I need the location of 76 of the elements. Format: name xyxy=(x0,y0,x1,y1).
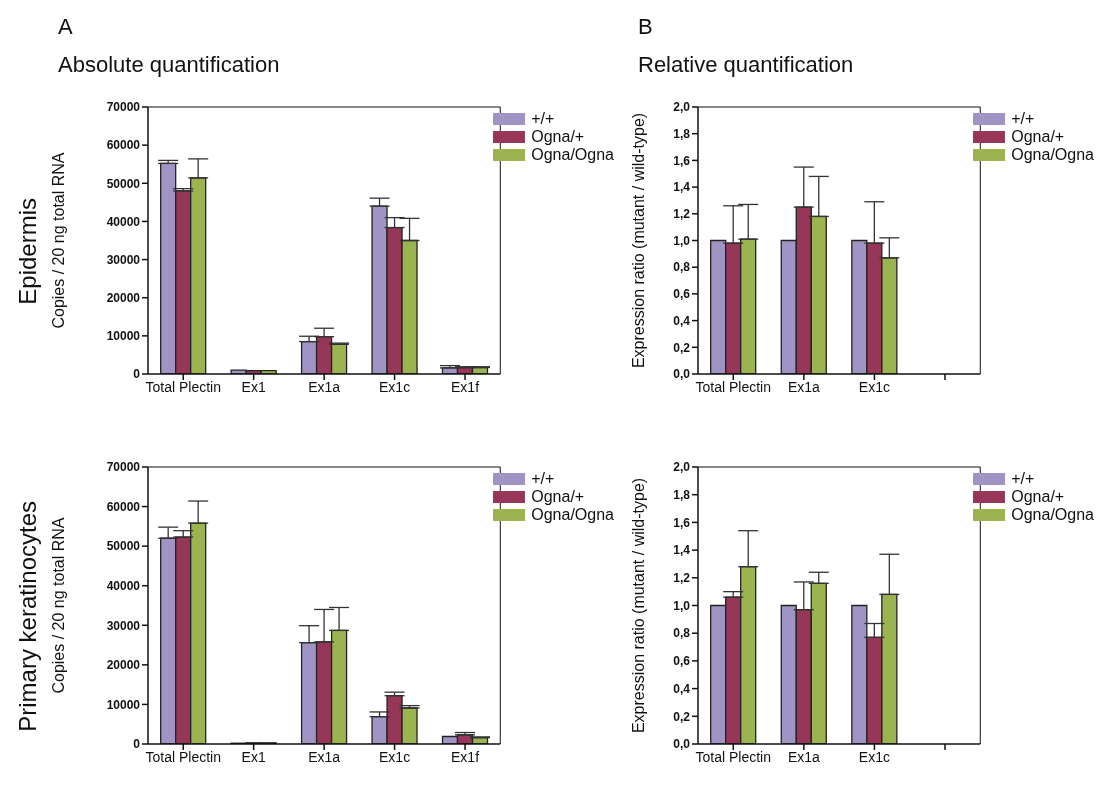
y-tick-label: 1,0 xyxy=(673,598,691,613)
x-tick-label: Ex1 xyxy=(241,378,266,395)
x-tick-label: Ex1f xyxy=(451,748,480,765)
x-tick-label: Ex1c xyxy=(858,378,890,395)
text: Epidermis xyxy=(14,197,42,305)
y-axis-title: Copies / 20 ng total RNA xyxy=(49,152,67,329)
x-tick-label: Ex1c xyxy=(858,748,890,765)
legend-label: +/+ xyxy=(531,470,555,488)
y-tick-label: 0,2 xyxy=(673,340,691,355)
y-tick-label: 2,0 xyxy=(673,100,691,115)
y-tick-label: 0,4 xyxy=(673,681,691,696)
x-tick-label: Ex1a xyxy=(308,748,341,765)
legend-label: Ogna/Ogna xyxy=(531,506,614,524)
y-tick-label: 1,4 xyxy=(673,180,691,195)
chart-subtitle: Relative quantification xyxy=(637,51,855,78)
y-tick-label: 0,4 xyxy=(673,313,691,328)
y-tick-label: 20000 xyxy=(106,658,141,673)
legend-label: +/+ xyxy=(1011,470,1035,488)
y-axis-title: Expression ratio (mutant / wild-type) xyxy=(629,112,647,369)
y-tick-label: 0,2 xyxy=(673,709,691,724)
y-tick-label: 50000 xyxy=(106,176,141,191)
y-tick-label: 1,2 xyxy=(673,207,691,222)
y-tick-label: 60000 xyxy=(106,138,141,153)
y-tick-label: 0 xyxy=(133,737,141,752)
y-tick-label: 0,6 xyxy=(673,654,691,669)
text: Primary keratinocytes xyxy=(14,500,42,732)
legend-label: Ogna/Ogna xyxy=(1011,506,1094,524)
x-tick-label: Ex1c xyxy=(379,378,411,395)
y-axis-title: Copies / 20 ng total RNA xyxy=(49,517,67,694)
y-tick-label: 1,6 xyxy=(673,153,691,168)
x-tick-label: Total Plectin xyxy=(145,748,221,765)
y-tick-label: 0,6 xyxy=(673,287,691,302)
y-tick-label: 70000 xyxy=(106,460,141,475)
x-tick-label: Total Plectin xyxy=(695,748,772,765)
y-tick-label: 70000 xyxy=(106,100,141,115)
x-tick-label: Total Plectin xyxy=(145,378,221,395)
x-tick-label: Ex1a xyxy=(308,378,341,395)
y-tick-label: 0 xyxy=(133,367,141,382)
x-tick-label: Ex1f xyxy=(451,378,480,395)
y-tick-label: 10000 xyxy=(106,329,141,344)
chart-title: A xyxy=(57,13,74,40)
y-tick-label: 1,8 xyxy=(673,487,691,502)
y-tick-label: 10000 xyxy=(106,697,141,712)
x-tick-label: Ex1c xyxy=(379,748,411,765)
x-tick-label: Ex1a xyxy=(787,748,821,765)
legend-label: Ogna/Ogna xyxy=(1011,146,1094,164)
legend-label: +/+ xyxy=(531,110,555,128)
y-tick-label: 0,8 xyxy=(673,260,691,275)
y-tick-label: 1,0 xyxy=(673,233,691,248)
y-tick-label: 1,2 xyxy=(673,571,691,586)
legend-label: Ogna/Ogna xyxy=(531,146,614,164)
y-tick-label: 40000 xyxy=(106,578,141,593)
y-tick-label: 20000 xyxy=(106,290,141,305)
legend-label: Ogna/+ xyxy=(531,128,585,146)
chart-title: B xyxy=(637,13,654,40)
x-tick-label: Total Plectin xyxy=(695,378,772,395)
y-tick-label: 0,0 xyxy=(673,367,691,382)
y-tick-label: 1,4 xyxy=(673,543,691,558)
y-tick-label: 0,8 xyxy=(673,626,691,641)
y-tick-label: 1,8 xyxy=(673,126,691,141)
y-tick-label: 40000 xyxy=(106,214,141,229)
x-tick-label: Ex1 xyxy=(241,748,266,765)
y-axis-title: Expression ratio (mutant / wild-type) xyxy=(629,477,647,734)
legend-label: +/+ xyxy=(1011,110,1035,128)
x-tick-label: Ex1a xyxy=(787,378,821,395)
y-tick-label: 50000 xyxy=(106,539,141,554)
y-tick-label: 30000 xyxy=(106,252,141,267)
legend-label: Ogna/+ xyxy=(531,488,585,506)
y-tick-label: 60000 xyxy=(106,499,141,514)
y-tick-label: 2,0 xyxy=(673,460,691,475)
chart-subtitle: Absolute quantification xyxy=(57,51,281,78)
legend-label: Ogna/+ xyxy=(1011,488,1065,506)
y-tick-label: 1,6 xyxy=(673,515,691,530)
y-tick-label: 30000 xyxy=(106,618,141,633)
legend-label: Ogna/+ xyxy=(1011,128,1065,146)
y-tick-label: 0,0 xyxy=(673,737,691,752)
